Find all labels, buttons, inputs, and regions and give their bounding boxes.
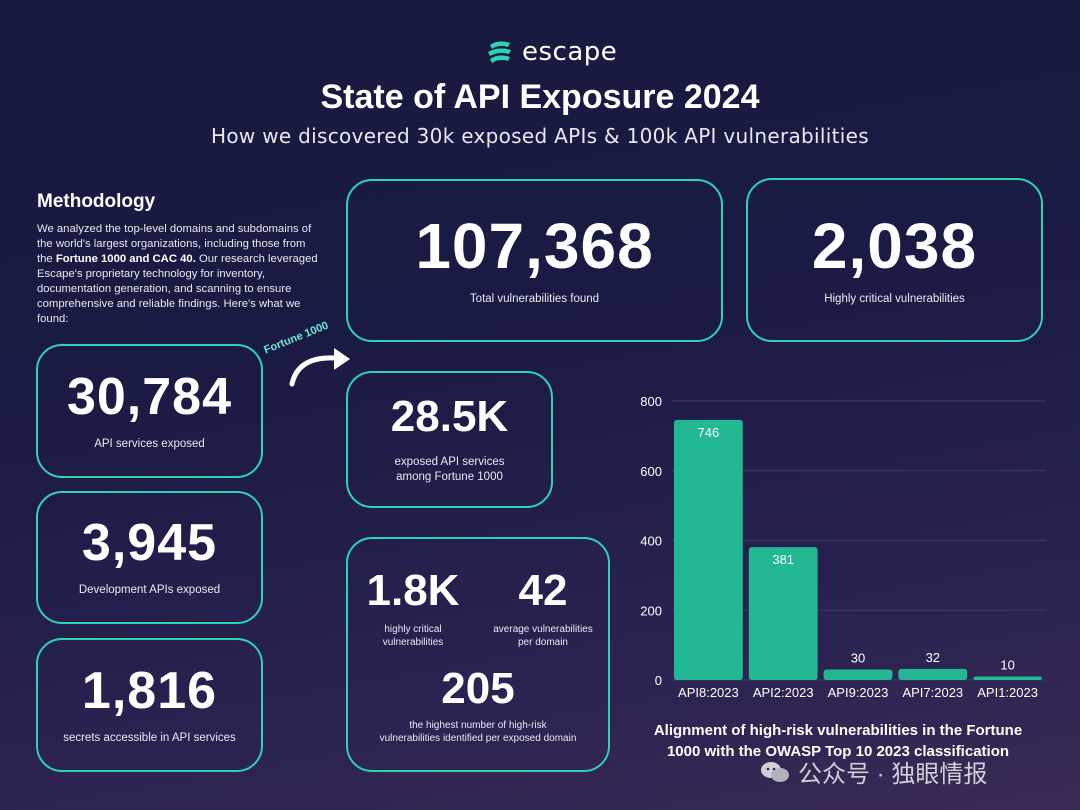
page-subtitle: How we discovered 30k exposed APIs & 100… xyxy=(211,124,869,148)
total-vulnerabilities-value: 107,368 xyxy=(415,210,654,282)
x-tick-label: API9:2023 xyxy=(828,685,889,700)
fortune-highest-label-line-1: the highest number of high-risk xyxy=(409,720,547,731)
secrets-label: secrets accessible in API services xyxy=(63,731,236,744)
owasp-bar-chart: 0 200 400 600 800 746 API8:2023 381 API2:2023 30 A… xyxy=(640,394,1046,700)
fortune-highest-value: 205 xyxy=(441,664,515,713)
development-apis-value: 3,945 xyxy=(81,514,218,572)
bar-value-label: 746 xyxy=(698,425,720,440)
api-services-value: 30,784 xyxy=(66,367,233,426)
fortune-exposed-card: 28.5K exposed API services among Fortune… xyxy=(346,371,553,508)
fortune-average-value: 42 xyxy=(518,566,568,615)
chart-title: Alignment of high-risk vulnerabilities i… xyxy=(628,720,1048,762)
api-services-label: API services exposed xyxy=(94,437,205,450)
methodology-text-part-1: We analyzed the top-level domains and su… xyxy=(37,223,312,265)
chart-title-line-2: 1000 with the OWASP Top 10 2023 classifi… xyxy=(666,743,1010,760)
fortune-average-label-line-2: per domain xyxy=(517,637,568,648)
x-tick-label: API8:2023 xyxy=(678,685,739,700)
total-vulnerabilities-card: 107,368 Total vulnerabilities found xyxy=(346,179,723,342)
critical-vulnerabilities-value: 2,038 xyxy=(811,209,978,282)
development-apis-label: Development APIs exposed xyxy=(78,584,221,596)
fortune-critical-label-line-2: vulnerabilities xyxy=(382,637,444,648)
escape-logo-icon xyxy=(488,41,511,63)
x-tick-label: API1:2023 xyxy=(977,685,1038,700)
fortune-exposed-value: 28.5K xyxy=(390,391,509,441)
bar-API8:2023 xyxy=(674,419,743,680)
logo-text: escape xyxy=(522,37,618,67)
fortune-highest-label-line-2: vulnerabilities identified per exposed d… xyxy=(379,733,577,744)
methodology-heading: Methodology xyxy=(37,191,156,212)
bar-API2:2023 xyxy=(748,547,818,680)
page-title: State of API Exposure 2024 xyxy=(320,78,760,116)
bar-value-label: 32 xyxy=(926,650,940,665)
fortune-critical-label-line-1: highly critical xyxy=(384,624,442,635)
bar-API7:2023 xyxy=(898,668,968,680)
wechat-icon xyxy=(761,761,789,782)
fortune-average-label-line-1: average vulnerabilities xyxy=(493,624,593,635)
y-tick-label: 200 xyxy=(640,603,662,618)
y-tick-label: 600 xyxy=(640,464,662,479)
methodology-text: We analyzed the top-level domains and su… xyxy=(37,222,322,327)
bar-value-label: 10 xyxy=(1000,658,1014,673)
fortune-average-label: average vulnerabilities per domain xyxy=(493,623,593,649)
chart-title-line-1: Alignment of high-risk vulnerabilities i… xyxy=(653,722,1023,739)
watermark-text: 公众号 · 独眼情报 xyxy=(798,761,988,788)
development-apis-card: 3,945 Development APIs exposed xyxy=(36,491,263,624)
fortune-critical-value: 1.8K xyxy=(366,566,460,615)
bar-value-label: 381 xyxy=(772,552,794,567)
fortune-exposed-label-line-2: among Fortune 1000 xyxy=(396,470,503,483)
bar-API1:2023 xyxy=(973,676,1042,680)
x-tick-label: API2:2023 xyxy=(753,685,814,700)
fortune-critical-stat: 1.8K highly critical vulnerabilities xyxy=(348,569,478,649)
secrets-value: 1,816 xyxy=(81,661,218,720)
fortune-details-card: 1.8K highly critical vulnerabilities 42 … xyxy=(346,537,610,772)
curved-arrow-icon xyxy=(289,348,350,387)
fortune-critical-label: highly critical vulnerabilities xyxy=(383,623,444,649)
critical-vulnerabilities-label: Highly critical vulnerabilities xyxy=(824,292,965,305)
x-tick-label: API7:2023 xyxy=(902,685,963,700)
y-tick-label: 400 xyxy=(640,534,662,549)
fortune-highest-label: the highest number of high-risk vulnerab… xyxy=(380,719,577,745)
bar-API9:2023 xyxy=(823,669,893,680)
fortune-highest-stat: 205 the highest number of high-risk vuln… xyxy=(380,667,577,745)
total-vulnerabilities-label: Total vulnerabilities found xyxy=(469,293,600,305)
critical-vulnerabilities-card: 2,038 Highly critical vulnerabilities xyxy=(746,178,1043,342)
y-tick-label: 800 xyxy=(640,394,662,409)
y-tick-label: 0 xyxy=(655,673,662,688)
bar-value-label: 30 xyxy=(851,651,865,666)
methodology-text-part-2: Our research leveraged Escape's propriet… xyxy=(37,253,318,325)
api-services-card: 30,784 API services exposed xyxy=(36,344,263,478)
fortune-exposed-label-line-1: exposed API services xyxy=(394,455,505,468)
fortune-average-stat: 42 average vulnerabilities per domain xyxy=(478,569,608,649)
watermark: 公众号 · 独眼情报 xyxy=(760,754,987,789)
secrets-card: 1,816 secrets accessible in API services xyxy=(36,638,263,772)
escape-logo: escape xyxy=(484,35,617,69)
methodology-text-bold: Fortune 1000 and CAC 40. xyxy=(55,253,196,265)
fortune-exposed-label: exposed API services among Fortune 1000 xyxy=(395,455,505,485)
fortune-details-top-row: 1.8K highly critical vulnerabilities 42 … xyxy=(348,569,608,649)
